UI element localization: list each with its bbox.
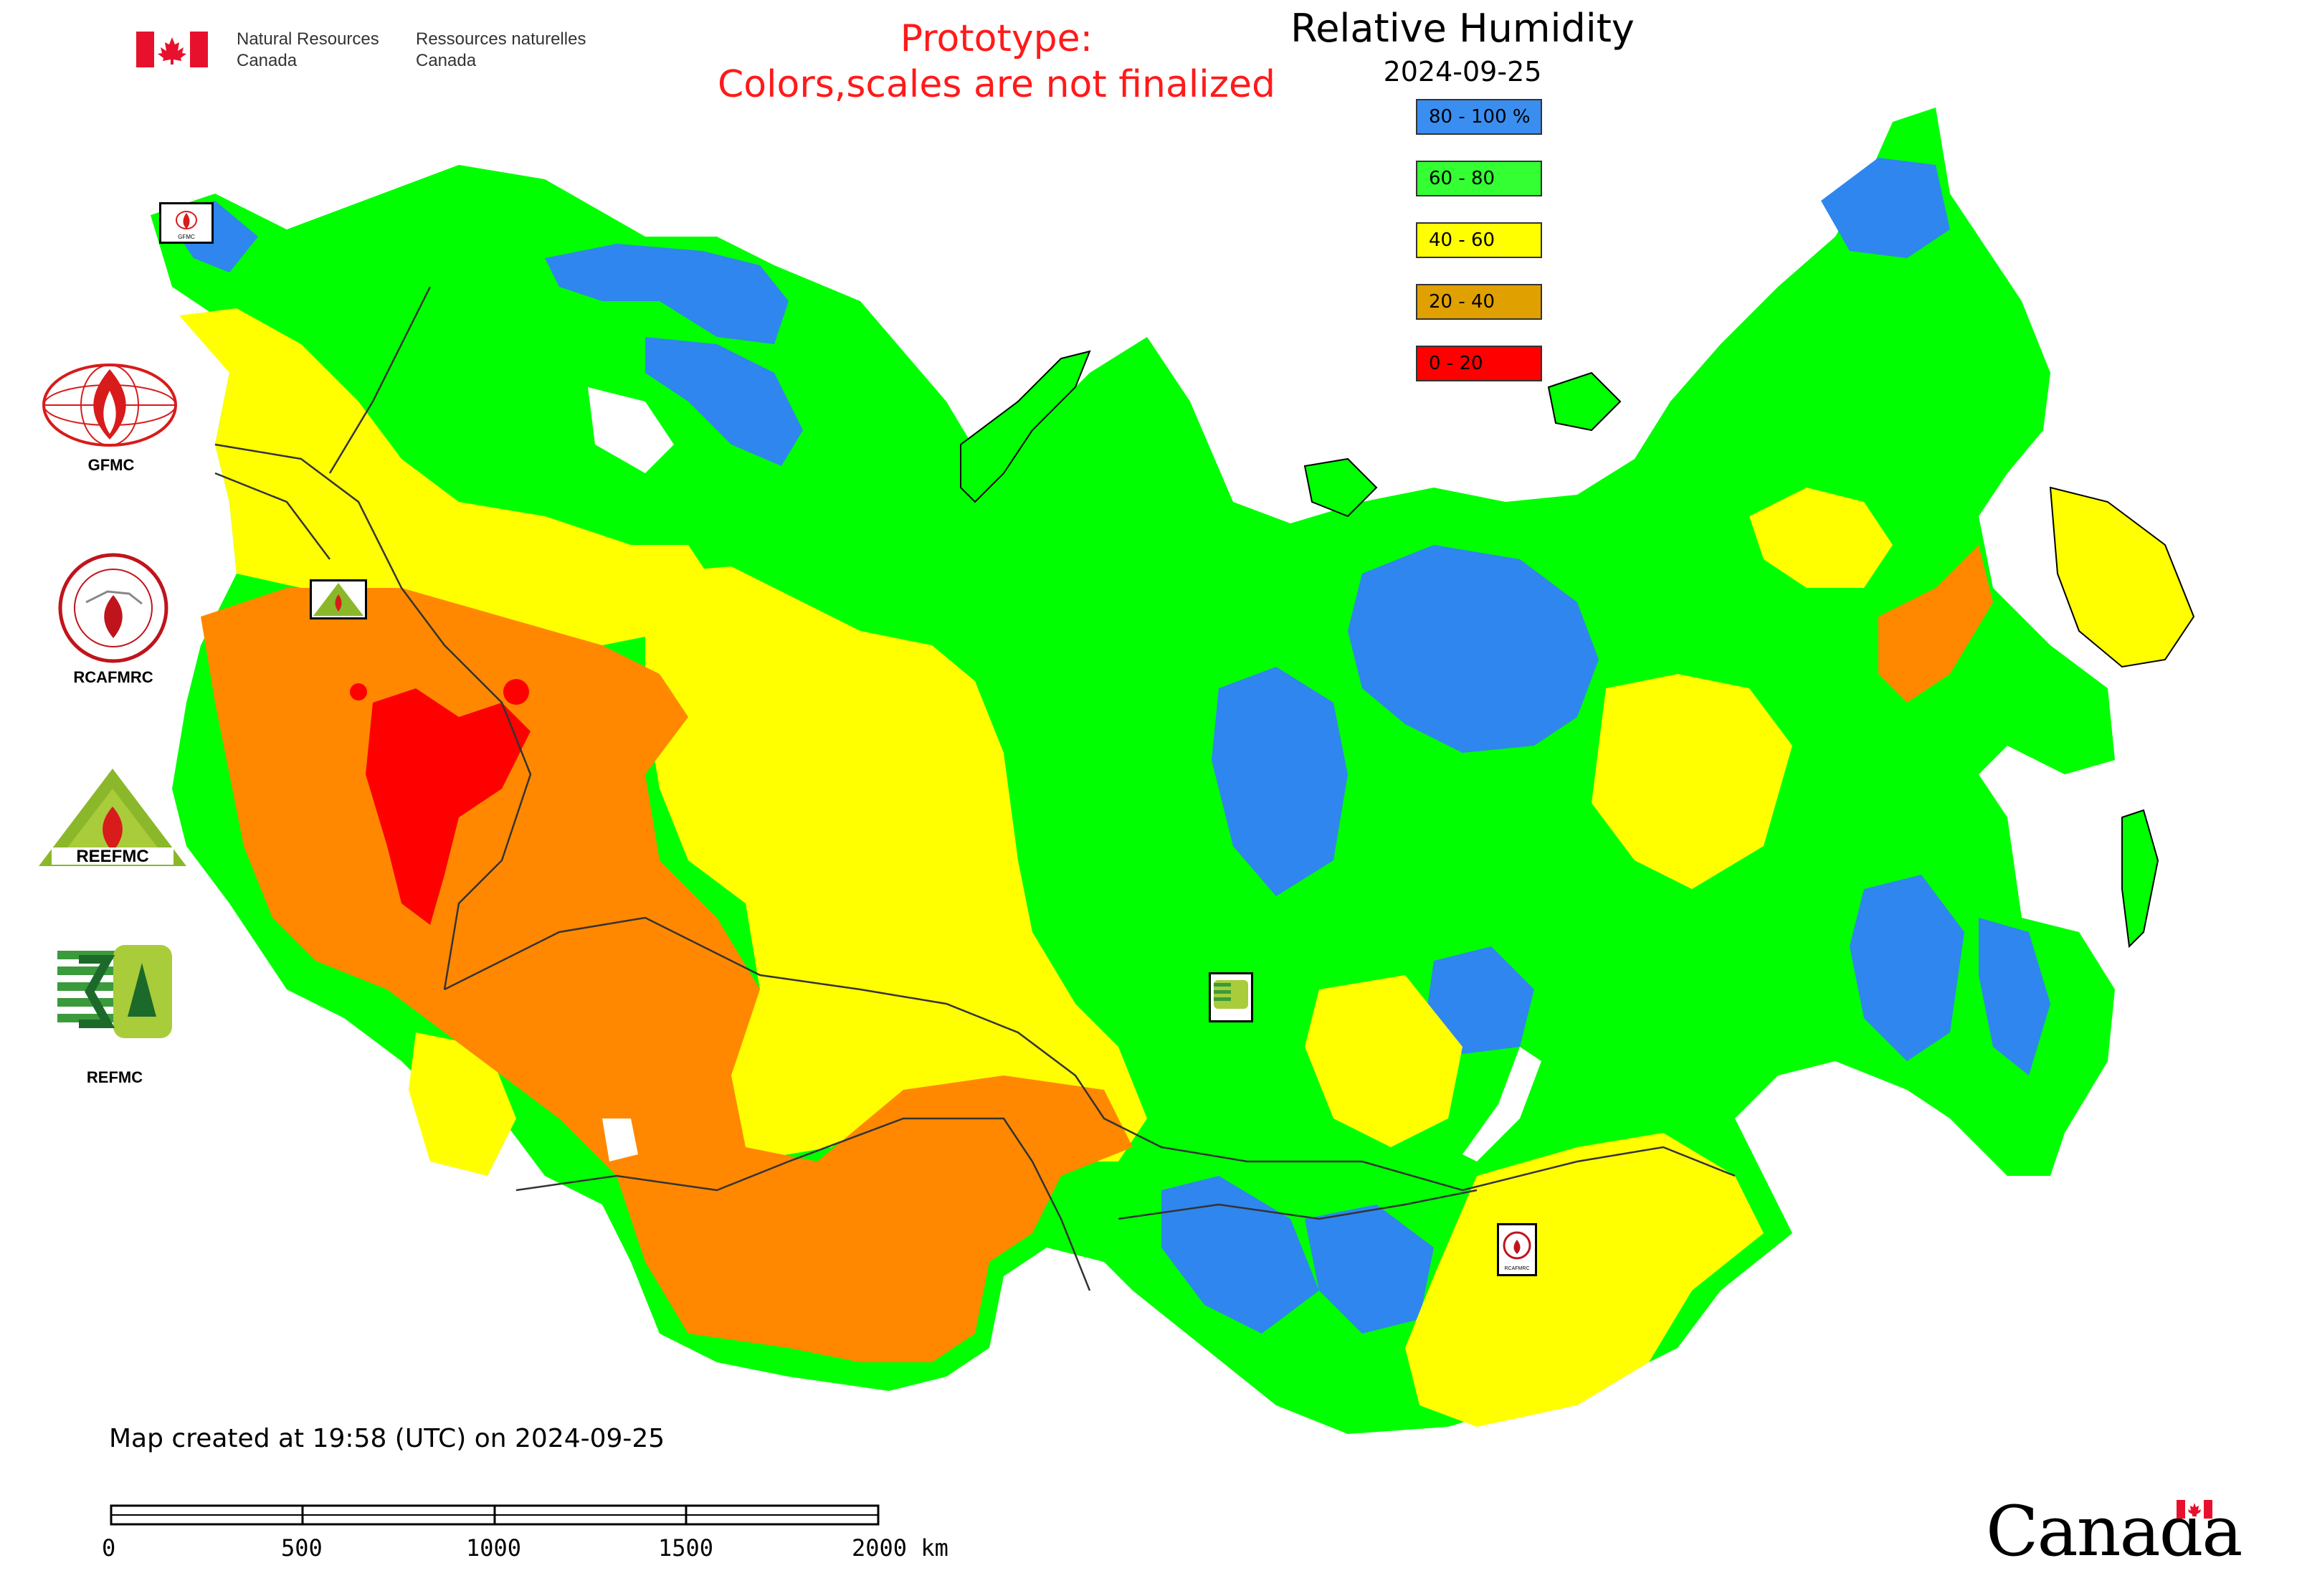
country-borders — [214, 286, 1736, 1291]
map-created-note: Map created at 19:58 (UTC) on 2024-09-25 — [109, 1424, 665, 1453]
rcafmrc-caption: RCAFMRC — [73, 668, 153, 686]
region-high-humidity — [1427, 946, 1534, 1054]
wordmark-flag-icon — [2177, 1500, 2212, 1519]
map-title: Relative Humidity — [1290, 6, 1635, 51]
legend-item: 60 - 80 — [1416, 161, 1542, 196]
region-high-humidity — [1821, 158, 1950, 258]
map-marker-refmc[interactable] — [1209, 972, 1253, 1022]
scale-tick: 1000 — [466, 1534, 522, 1562]
taymyr-island — [1303, 457, 1378, 518]
rcafmrc-marker-label: RCAFMRC — [1505, 1266, 1530, 1271]
scale-tick: 500 — [281, 1534, 323, 1562]
scale-tick: 0 — [102, 1534, 116, 1562]
map-date: 2024-09-25 — [1383, 56, 1542, 87]
reefmc-logo[interactable]: REEFMC — [37, 767, 188, 868]
prototype-notice: Prototype: Colors,scales are not finaliz… — [631, 16, 1362, 108]
scale-tick: 1500 — [658, 1534, 714, 1562]
map-marker-gfmc[interactable]: GFMC — [159, 202, 214, 244]
sakhalin — [2121, 809, 2159, 949]
dept-en-line2: Canada — [237, 51, 298, 70]
map-marker-reefmc[interactable] — [310, 579, 367, 619]
kamchatka — [2049, 486, 2195, 668]
region-moderate-humidity — [409, 1032, 516, 1176]
lake-baikal — [1462, 1047, 1541, 1162]
region-high-humidity — [545, 244, 789, 344]
canada-flag-icon — [136, 32, 208, 67]
region-high-humidity — [1348, 545, 1599, 753]
dept-fr-line2: Canada — [416, 51, 477, 70]
region-low-humidity — [1878, 545, 1993, 703]
region-moderate-humidity — [1749, 488, 1893, 588]
region-moderate-humidity — [1405, 1133, 1764, 1427]
legend-item: 80 - 100 % — [1416, 99, 1542, 135]
prototype-line1: Prototype: — [900, 17, 1093, 60]
region-high-humidity — [1161, 1176, 1319, 1334]
legend-item: 0 - 20 — [1416, 346, 1542, 381]
region-very-low-humidity — [366, 688, 531, 925]
dept-fr-line1: Ressources naturelles — [416, 29, 586, 49]
reefmc-marker-icon — [313, 583, 363, 616]
region-moderate-humidity — [1592, 674, 1792, 889]
new-siberian-islands — [1547, 371, 1622, 432]
gfmc-caption: GFMC — [87, 456, 135, 474]
refmc-marker-icon — [1214, 980, 1248, 1009]
reefmc-mark-text: REEFMC — [76, 847, 148, 866]
region-very-low-humidity — [350, 683, 367, 700]
scale-bar — [110, 1504, 880, 1526]
region-high-humidity — [1212, 667, 1348, 896]
dept-name-en: Natural Resources Canada — [237, 29, 379, 72]
refmc-caption: REFMC — [86, 1068, 143, 1086]
region-very-low-humidity — [503, 679, 529, 705]
region-high-humidity — [1850, 875, 1964, 1061]
region-high-humidity — [645, 337, 803, 466]
region-high-humidity — [1305, 1205, 1434, 1334]
map-marker-rcafmrc[interactable]: RCAFMRC — [1497, 1223, 1537, 1276]
dept-name-fr: Ressources naturelles Canada — [416, 29, 586, 72]
region-high-humidity — [1979, 918, 2050, 1075]
prototype-line2: Colors,scales are not finalized — [717, 63, 1276, 106]
scale-tick: 2000 km — [852, 1534, 948, 1562]
dept-en-line1: Natural Resources — [237, 29, 379, 49]
rcafmrc-logo[interactable] — [57, 552, 169, 664]
white-sea — [588, 387, 674, 473]
legend-item: 20 - 40 — [1416, 284, 1542, 320]
region-moderate-humidity — [645, 566, 1147, 1162]
region-moderate-humidity — [1305, 975, 1462, 1147]
nrcan-signature[interactable]: Natural Resources Canada Ressources natu… — [136, 29, 609, 79]
aral-sea — [602, 1118, 638, 1162]
novaya-zemlya — [960, 350, 1091, 503]
refmc-logo[interactable] — [57, 945, 172, 1038]
legend-item: 40 - 60 — [1416, 222, 1542, 258]
gfmc-logo[interactable] — [42, 362, 178, 448]
rcafmrc-marker-icon: RCAFMRC — [1503, 1231, 1531, 1271]
gfmc-marker-label: GFMC — [178, 234, 195, 240]
caspian-sea — [294, 1047, 373, 1233]
region-moderate-humidity — [179, 308, 717, 645]
gfmc-marker-icon: GFMC — [176, 211, 197, 240]
